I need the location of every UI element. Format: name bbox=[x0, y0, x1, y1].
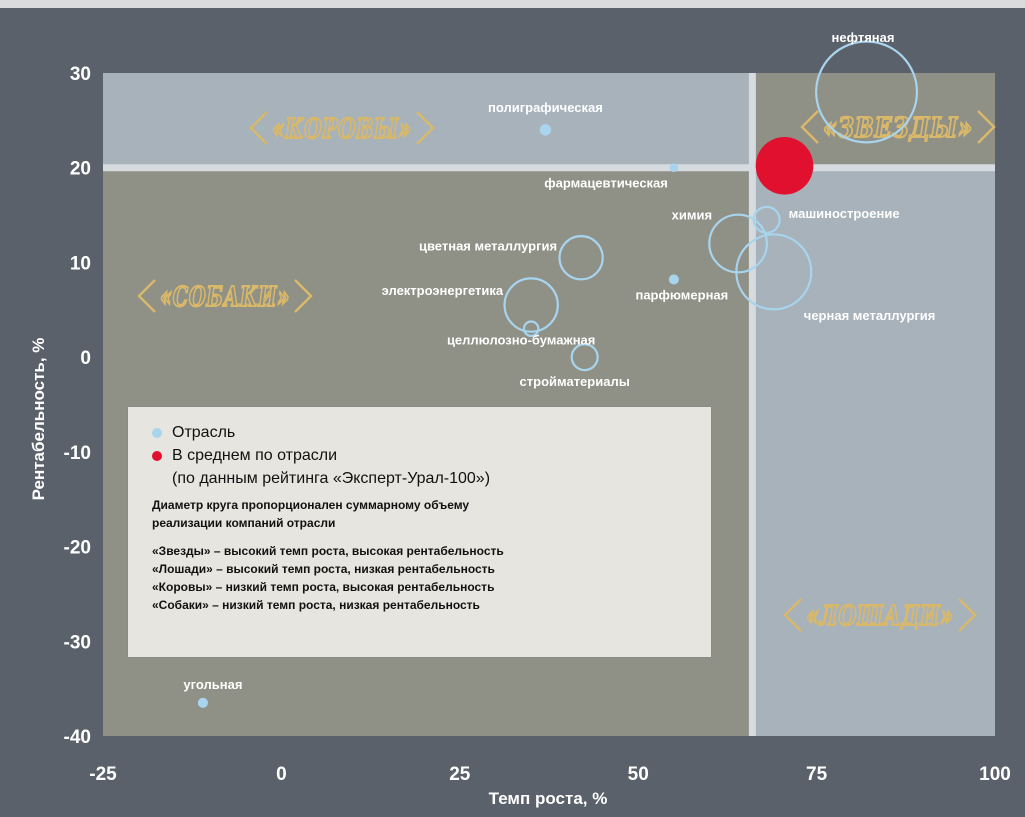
stamp-chevron-left-icon bbox=[249, 111, 268, 145]
bubble-1 bbox=[539, 124, 552, 136]
bubble-label-1: полиграфическая bbox=[488, 100, 603, 115]
legend-class-cows: «Коровы» – низкий темп роста, высокая ре… bbox=[152, 580, 495, 594]
x-tick-label: 25 bbox=[449, 764, 471, 785]
bubble-2 bbox=[669, 163, 679, 173]
y-tick-label: -30 bbox=[64, 632, 91, 653]
cows-stamp: «КОРОВЫ» bbox=[249, 111, 435, 146]
y-tick-label: 20 bbox=[70, 159, 91, 180]
y-tick-label: 10 bbox=[70, 253, 91, 274]
bubble-label-11: угольная bbox=[183, 677, 242, 692]
x-tick-label: 50 bbox=[628, 764, 649, 785]
bubble-11 bbox=[197, 697, 208, 708]
stamp-chevron-right-icon bbox=[977, 110, 996, 144]
average-bubble bbox=[755, 137, 814, 195]
bubble-label-0: нефтяная bbox=[832, 30, 895, 45]
y-tick-label: -20 bbox=[64, 538, 91, 559]
top-strip bbox=[0, 0, 1025, 8]
legend-class-horses: «Лошади» – высокий темп роста, низкая ре… bbox=[152, 562, 495, 576]
legend: Отрасль В среднем по отрасли (по данным … bbox=[127, 406, 712, 658]
bubble-label-10: стройматериалы bbox=[520, 374, 630, 389]
legend-diameter-note-1: Диаметр круга пропорционален суммарному … bbox=[152, 498, 470, 512]
bubble-10 bbox=[570, 343, 599, 372]
y-tick-label: 30 bbox=[70, 64, 91, 85]
legend-item-industry: Отрасль bbox=[152, 421, 711, 444]
stamp-lettering: «СОБАКИ» bbox=[160, 282, 290, 313]
bubble-marker-icon bbox=[152, 427, 162, 438]
quadrant-top-left bbox=[103, 73, 753, 168]
y-tick-label: 0 bbox=[80, 348, 91, 369]
bubble-label-7: парфюмерная bbox=[635, 287, 728, 302]
quadrant-bottom-right bbox=[752, 167, 995, 736]
y-tick-label: -10 bbox=[64, 443, 91, 464]
bubble-8 bbox=[503, 277, 559, 333]
bubble-label-6: черная металлургия bbox=[804, 308, 936, 323]
stamp-lettering: «КОРОВЫ» bbox=[272, 114, 412, 145]
stamp-chevron-right-icon bbox=[294, 279, 313, 313]
x-tick-label: 0 bbox=[276, 764, 287, 785]
x-tick-label: 75 bbox=[806, 764, 828, 785]
x-tick-label: 100 bbox=[979, 764, 1011, 785]
stamp-chevron-left-icon bbox=[783, 598, 802, 632]
horses-stamp: «ЛОШАДИ» bbox=[783, 598, 977, 633]
bubble-7 bbox=[668, 274, 679, 285]
legend-average-note: (по данным рейтинга «Эксперт-Урал-100») bbox=[172, 470, 491, 487]
bubble-label-5: цветная металлургия bbox=[419, 239, 557, 254]
bubble-label-4: химия bbox=[672, 207, 712, 222]
bubble-label-9: целлюлозно-бумажная bbox=[447, 333, 595, 348]
stamp-chevron-left-icon bbox=[137, 279, 156, 313]
stamp-chevron-left-icon bbox=[800, 110, 819, 144]
stamp-chevron-right-icon bbox=[416, 111, 435, 145]
stamp-lettering: «ЛОШАДИ» bbox=[806, 601, 954, 632]
legend-class-stars: «Звезды» – высокий темп роста, высокая р… bbox=[152, 544, 504, 558]
bubble-0 bbox=[815, 40, 919, 144]
average-marker-icon bbox=[152, 450, 162, 461]
legend-diameter-note-2: реализации компаний отрасли bbox=[152, 516, 336, 530]
legend-class-dogs: «Собаки» – низкий темп роста, низкая рен… bbox=[152, 598, 480, 612]
x-tick-label: -25 bbox=[89, 764, 117, 785]
bubble-label-2: фармацевтическая bbox=[544, 176, 668, 191]
legend-item-average: В среднем по отрасли bbox=[152, 444, 711, 467]
bubble-label-8: электроэнергетика bbox=[382, 283, 504, 298]
y-axis-label: Рентабельность, % bbox=[29, 338, 48, 501]
bubble-6 bbox=[735, 233, 813, 311]
legend-average-label: В среднем по отрасли bbox=[172, 447, 338, 464]
bubble-5 bbox=[558, 234, 604, 281]
x-axis-label: Темп роста, % bbox=[489, 789, 608, 808]
y-tick-label: -40 bbox=[64, 727, 91, 748]
bubble-4 bbox=[708, 213, 769, 274]
bubble-label-3: машиностроение bbox=[789, 206, 900, 221]
dogs-stamp: «СОБАКИ» bbox=[137, 279, 313, 314]
stamp-chevron-right-icon bbox=[958, 598, 977, 632]
stamp-lettering: «ЗВЕЗДЫ» bbox=[823, 113, 973, 144]
legend-industry-label: Отрасль bbox=[172, 424, 236, 441]
bubble-9 bbox=[522, 320, 540, 338]
